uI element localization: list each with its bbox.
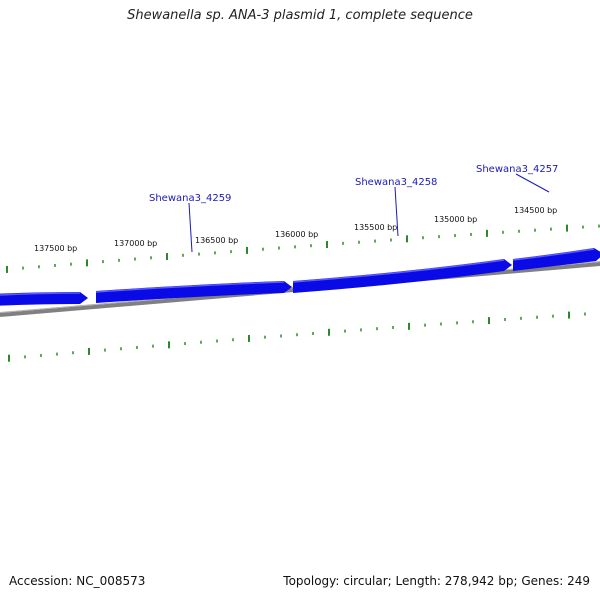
- gene-track: [0, 248, 600, 306]
- scale-ticks-inner: [8, 311, 586, 362]
- gene-highlight: [292, 259, 505, 283]
- gene-leader-line: [515, 173, 550, 193]
- scale-ticks-outer: [6, 224, 600, 273]
- bp-label: 137500 bp: [34, 244, 77, 253]
- gene-label[interactable]: Shewana3_4257: [476, 164, 558, 175]
- gene-arrow[interactable]: [0, 292, 88, 306]
- gene-arrow[interactable]: [96, 281, 292, 303]
- gene-label[interactable]: Shewana3_4259: [149, 193, 231, 204]
- gene-leader-line: [394, 186, 399, 237]
- bp-label: 137000 bp: [114, 239, 157, 248]
- gene-labels: Shewana3_4259 Shewana3_4258 Shewana3_425…: [149, 164, 558, 253]
- topology-stats: Topology: circular; Length: 278,942 bp; …: [283, 574, 590, 588]
- bp-label: 135000 bp: [434, 215, 477, 224]
- bp-label: 136500 bp: [195, 236, 238, 245]
- gene-highlight: [0, 292, 81, 296]
- gene-leader-line: [188, 202, 193, 253]
- gene-highlight: [512, 248, 595, 261]
- bp-label: 134500 bp: [514, 206, 557, 215]
- accession-text: Accession: NC_008573: [9, 574, 146, 588]
- bp-labels: 137500 bp 137000 bp 136500 bp 136000 bp …: [34, 206, 557, 253]
- gene-arrow[interactable]: [513, 248, 600, 271]
- bp-label: 135500 bp: [354, 223, 397, 232]
- bp-label: 136000 bp: [275, 230, 318, 239]
- map-title: Shewanella sp. ANA-3 plasmid 1, complete…: [127, 8, 473, 23]
- gene-highlight: [95, 281, 285, 293]
- gene-label[interactable]: Shewana3_4258: [355, 177, 437, 188]
- gene-arrow[interactable]: [293, 259, 512, 293]
